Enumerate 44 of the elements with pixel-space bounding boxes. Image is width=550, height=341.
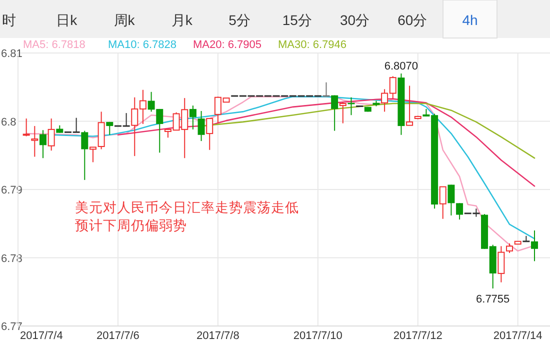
x-tick-label: 2017/7/4	[20, 330, 63, 341]
candlestick	[48, 118, 55, 152]
text: 15分	[282, 12, 312, 28]
y-tick-label: 6.8	[1, 116, 16, 128]
candlestick	[506, 242, 514, 254]
annotation: 6.7755	[476, 293, 510, 306]
annotation: 6.8070	[384, 60, 418, 72]
x-tick-label: 2017/7/6	[96, 330, 140, 341]
candlestick	[406, 85, 414, 126]
x-tick-label: 2017/7/14	[493, 330, 542, 341]
candlestick	[322, 82, 330, 97]
y-tick-label: 6.77	[1, 321, 22, 333]
candlestick	[331, 94, 338, 132]
text: MA20: 6.7905	[193, 39, 262, 51]
x-tick-label: 2017/7/12	[393, 330, 442, 341]
text: 日k	[56, 12, 78, 28]
text: 60分	[398, 12, 428, 28]
text: MA10: 6.7828	[108, 39, 176, 51]
candlestick	[531, 230, 538, 262]
candlestick	[81, 130, 88, 180]
candlestick	[206, 118, 214, 150]
candlestick	[339, 102, 346, 124]
text: 月k	[171, 12, 194, 28]
text: 4h	[462, 12, 478, 28]
candlestick	[439, 186, 446, 220]
annotation: 美元对人民币今日汇率走势震荡走低预计下周仍偏弱势	[75, 200, 299, 233]
text: 5分	[228, 12, 250, 28]
candlestick	[456, 202, 464, 220]
candlestick	[39, 130, 46, 159]
candlestick	[189, 105, 196, 130]
x-tick-label: 2017/7/8	[196, 330, 240, 341]
x-tick-label: 2017/7/10	[293, 330, 342, 341]
text: 30分	[340, 12, 370, 28]
candlestick	[106, 121, 114, 136]
candlestick	[498, 246, 505, 283]
candlestick	[198, 110, 205, 142]
text: 周k	[114, 12, 136, 28]
text: MA30: 6.7946	[278, 39, 346, 51]
y-tick-label: 6.81	[1, 48, 22, 60]
candlestick	[22, 118, 30, 137]
candlestick	[448, 184, 455, 216]
text: 时	[2, 12, 16, 28]
text: MA5: 6.7818	[23, 39, 86, 51]
candlestick	[31, 126, 38, 158]
